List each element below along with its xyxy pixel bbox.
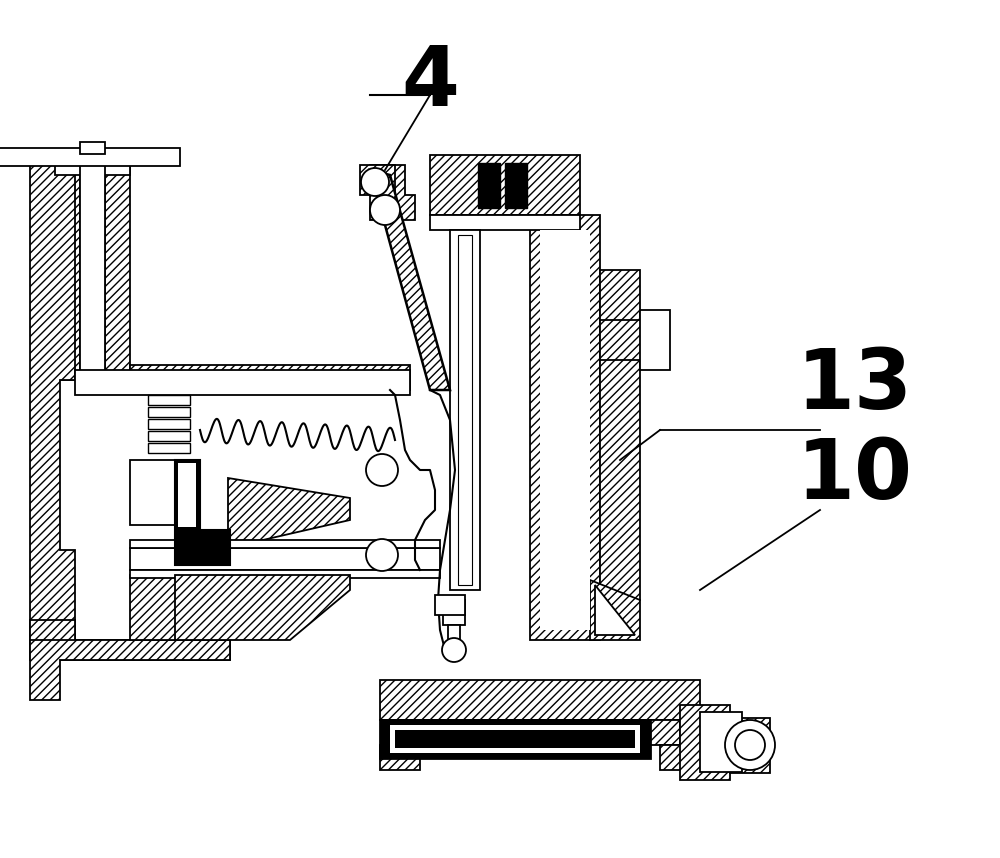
- Bar: [130, 548, 440, 570]
- Circle shape: [725, 720, 775, 770]
- Circle shape: [366, 539, 398, 571]
- Bar: [0, 0, 1000, 140]
- Bar: [640, 310, 670, 370]
- Bar: [148, 443, 190, 453]
- Circle shape: [442, 638, 466, 662]
- Bar: [505, 163, 527, 208]
- Bar: [443, 600, 465, 625]
- Text: 13: 13: [797, 345, 913, 426]
- Polygon shape: [175, 575, 350, 640]
- Polygon shape: [400, 720, 680, 745]
- Polygon shape: [228, 478, 350, 548]
- Polygon shape: [130, 365, 410, 390]
- Bar: [458, 235, 472, 585]
- Polygon shape: [730, 718, 770, 773]
- Bar: [130, 570, 440, 578]
- Bar: [380, 720, 650, 758]
- Polygon shape: [595, 585, 635, 635]
- Circle shape: [366, 454, 398, 486]
- Bar: [80, 142, 105, 154]
- Polygon shape: [380, 680, 700, 720]
- Polygon shape: [600, 320, 660, 360]
- Circle shape: [361, 168, 389, 196]
- Bar: [148, 431, 190, 441]
- Bar: [0, 148, 180, 166]
- Bar: [430, 215, 580, 230]
- Bar: [148, 419, 190, 429]
- Bar: [810, 0, 1000, 858]
- Polygon shape: [55, 165, 80, 380]
- Bar: [700, 712, 742, 772]
- Polygon shape: [30, 155, 75, 640]
- Polygon shape: [600, 270, 640, 600]
- Polygon shape: [370, 165, 415, 220]
- Polygon shape: [590, 580, 640, 640]
- Bar: [130, 460, 180, 525]
- Text: 4: 4: [401, 42, 459, 123]
- Bar: [450, 230, 480, 590]
- Polygon shape: [175, 460, 230, 565]
- Bar: [178, 463, 196, 527]
- Bar: [390, 725, 640, 753]
- Polygon shape: [680, 705, 730, 780]
- Polygon shape: [660, 745, 700, 770]
- Bar: [448, 625, 460, 643]
- Polygon shape: [360, 165, 395, 195]
- Bar: [148, 395, 190, 405]
- Bar: [148, 407, 190, 417]
- Polygon shape: [430, 155, 580, 215]
- Polygon shape: [370, 170, 450, 390]
- Circle shape: [735, 730, 765, 760]
- Bar: [75, 370, 410, 395]
- Polygon shape: [105, 165, 130, 380]
- Bar: [540, 230, 590, 630]
- Bar: [478, 163, 500, 208]
- Polygon shape: [530, 215, 600, 640]
- Bar: [80, 165, 105, 380]
- Bar: [395, 730, 635, 748]
- Bar: [435, 595, 465, 615]
- Text: 10: 10: [797, 434, 913, 516]
- Polygon shape: [30, 620, 230, 660]
- Bar: [55, 155, 130, 175]
- Circle shape: [370, 195, 400, 225]
- Polygon shape: [380, 745, 420, 770]
- Bar: [130, 540, 440, 548]
- Polygon shape: [30, 640, 230, 700]
- Polygon shape: [130, 575, 230, 640]
